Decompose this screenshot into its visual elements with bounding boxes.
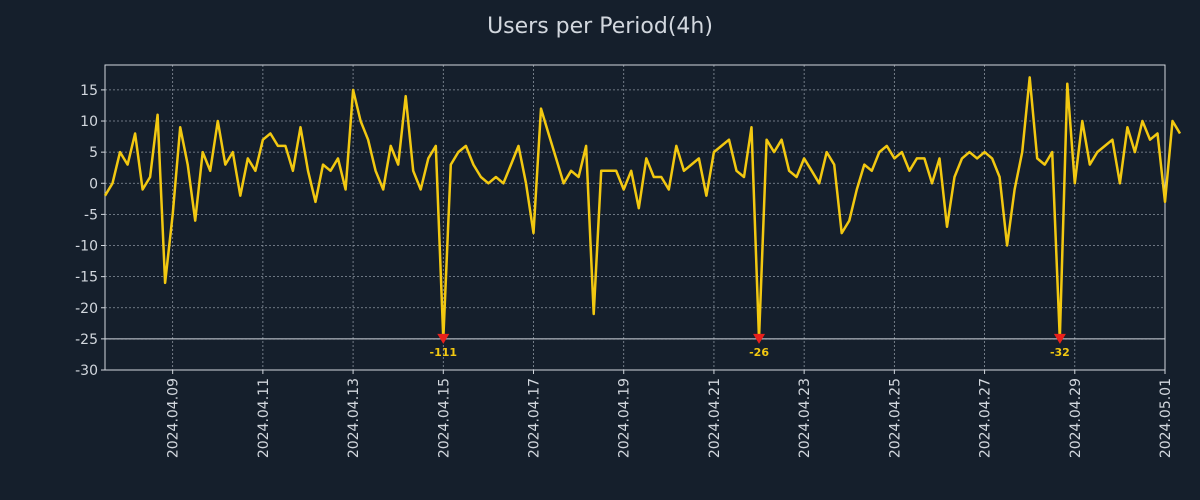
y-tick-label: -20 [75,301,98,317]
x-tick-label: 2024.04.17 [527,378,543,458]
y-tick-label: 15 [80,83,98,99]
x-tick-label: 2024.05.01 [1158,378,1174,458]
y-axis: 15 10 5 0 -5 -10 -15 -20 -25 -30 [75,83,105,379]
clip-marker-icon [437,333,450,344]
x-tick-label: 2024.04.21 [707,378,723,458]
x-tick-label: 2024.04.15 [436,378,452,458]
clip-value-label: -26 [749,346,769,359]
clip-marker-icon [1053,333,1066,344]
x-tick-label: 2024.04.19 [617,378,633,458]
annotations: -111 -26 -32 [430,333,1070,359]
y-tick-label: -25 [75,332,98,348]
y-tick-label: -30 [75,363,98,379]
x-tick-label: 2024.04.13 [346,378,362,458]
plot-frame [104,64,1166,371]
x-tick-label: 2024.04.09 [166,378,182,458]
x-tick-label: 2024.04.23 [797,378,813,458]
x-tick-label: 2024.04.11 [256,378,272,458]
clip-marker-icon [753,333,766,344]
x-tick-label: 2024.04.27 [978,378,994,458]
grid [105,65,1166,371]
x-axis: 2024.04.09 2024.04.11 2024.04.13 2024.04.15… [166,370,1174,458]
x-tick-label: 2024.04.25 [887,378,903,458]
clip-value-label: -111 [430,346,458,359]
chart-title: Users per Period(4h) [487,14,713,39]
clip-value-label: -32 [1050,346,1070,359]
x-tick-label: 2024.04.29 [1068,378,1084,458]
series-line-users [103,76,1182,341]
y-tick-label: 5 [89,145,98,161]
y-tick-label: 0 [89,176,98,192]
y-tick-label: -10 [75,239,98,255]
y-tick-label: 10 [80,114,98,130]
y-tick-label: -5 [84,207,98,223]
y-tick-label: -15 [75,270,98,286]
